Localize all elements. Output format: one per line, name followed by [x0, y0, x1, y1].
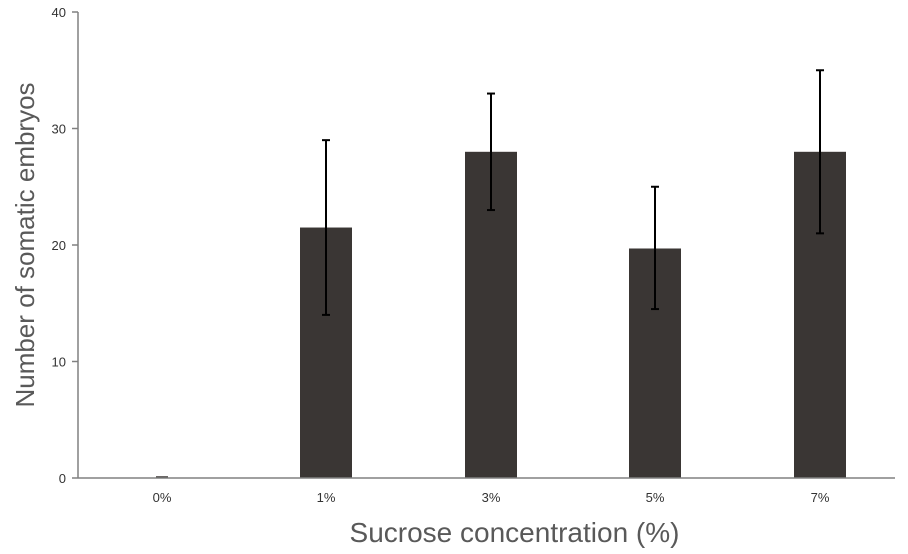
- x-tick-label: 1%: [317, 490, 336, 505]
- y-tick-label: 0: [59, 471, 66, 486]
- bars-layer: [156, 151, 846, 479]
- error-bar: [816, 69, 824, 235]
- x-tick-label: 0%: [153, 490, 172, 505]
- y-ticks-layer: 0 10 20 30 40: [52, 5, 78, 486]
- y-tick-label: 40: [52, 5, 66, 20]
- x-tick-label: 5%: [646, 490, 665, 505]
- error-bar: [322, 139, 330, 316]
- y-axis-title: Number of somatic embryos: [10, 82, 40, 407]
- y-tick-label: 10: [52, 355, 66, 370]
- error-bar: [487, 92, 495, 212]
- y-tick-label: 30: [52, 122, 66, 137]
- x-tick-label: 3%: [482, 490, 501, 505]
- x-ticks-layer: 0% 1% 3% 5% 7%: [153, 490, 830, 505]
- error-bars-layer: [322, 69, 824, 316]
- y-tick-label: 20: [52, 238, 66, 253]
- x-tick-label: 7%: [811, 490, 830, 505]
- x-axis-title: Sucrose concentration (%): [350, 517, 680, 548]
- error-bar: [651, 185, 659, 311]
